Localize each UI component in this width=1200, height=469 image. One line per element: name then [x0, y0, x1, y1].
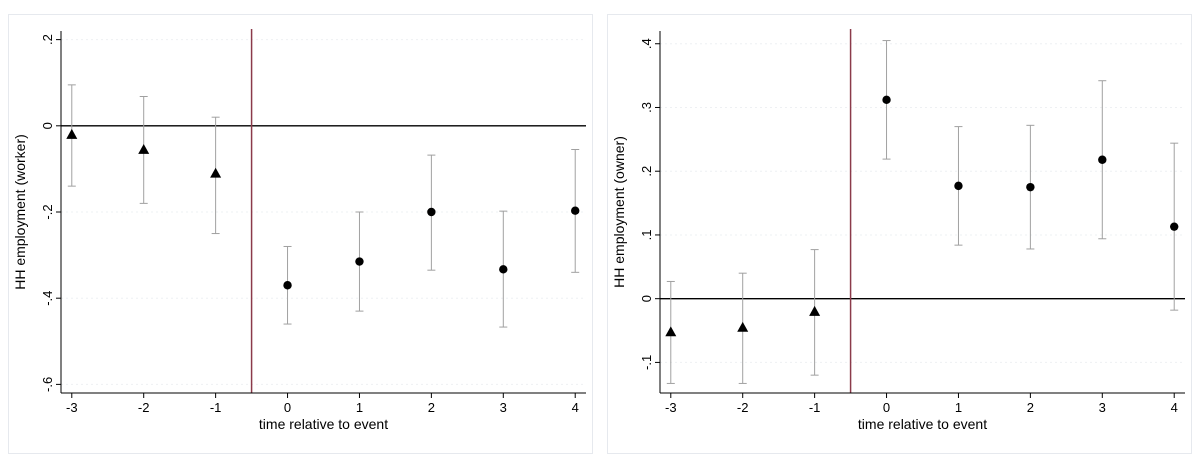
chart-owner-svg: HH employment (owner) time relative to e… — [611, 29, 1185, 432]
x-axis-title: time relative to event — [858, 416, 987, 432]
x-tick-label: 1 — [955, 400, 962, 415]
chart-worker-svg: HH employment (worker) time relative to … — [12, 29, 586, 432]
x-tick-label: -1 — [809, 400, 821, 415]
y-tick-label: .2 — [639, 166, 654, 177]
point-circle — [283, 281, 292, 290]
point-triangle — [737, 321, 749, 332]
x-tick-label: -3 — [66, 400, 78, 415]
point-circle — [1170, 222, 1179, 231]
point-circle — [954, 181, 963, 191]
y-tick-label: .3 — [639, 102, 654, 113]
point-circle — [1098, 155, 1107, 164]
chart-panel-owner: HH employment (owner) time relative to e… — [607, 14, 1192, 454]
point-triangle — [210, 167, 222, 178]
y-tick-label: .2 — [40, 34, 55, 45]
x-tick-label: 1 — [356, 400, 363, 415]
point-triangle — [66, 128, 78, 139]
point-triangle — [809, 305, 821, 316]
x-tick-label: 4 — [1171, 400, 1178, 415]
y-tick-label: -.6 — [40, 377, 55, 392]
x-tick-label: -1 — [210, 400, 222, 415]
x-tick-label: 0 — [883, 400, 890, 415]
y-tick-label: 0 — [639, 295, 654, 302]
x-tick-label: -2 — [138, 400, 150, 415]
point-circle — [499, 265, 508, 274]
x-tick-label: 3 — [1099, 400, 1106, 415]
y-tick-label: .4 — [639, 38, 654, 49]
point-circle — [571, 206, 580, 215]
x-tick-label: 2 — [428, 400, 435, 415]
point-triangle — [665, 326, 677, 337]
point-triangle — [138, 144, 150, 154]
x-axis-title: time relative to event — [259, 416, 388, 432]
point-circle — [355, 257, 364, 266]
x-tick-label: 2 — [1027, 400, 1034, 415]
x-tick-label: -3 — [665, 400, 677, 415]
y-tick-label: 0 — [40, 122, 55, 129]
y-tick-label: -.2 — [40, 204, 55, 219]
x-tick-label: 3 — [500, 400, 507, 415]
x-tick-label: 4 — [572, 400, 579, 415]
y-axis-title: HH employment (owner) — [611, 136, 627, 288]
point-circle — [427, 207, 436, 217]
x-tick-label: 0 — [284, 400, 291, 415]
chart-panel-worker: HH employment (worker) time relative to … — [8, 14, 593, 454]
point-circle — [1026, 182, 1035, 192]
y-tick-label: .1 — [639, 230, 654, 241]
x-tick-label: -2 — [737, 400, 749, 415]
y-tick-label: -.4 — [40, 291, 55, 306]
y-axis-title: HH employment (worker) — [12, 134, 28, 290]
y-tick-label: -.1 — [639, 355, 654, 370]
point-circle — [882, 95, 891, 105]
